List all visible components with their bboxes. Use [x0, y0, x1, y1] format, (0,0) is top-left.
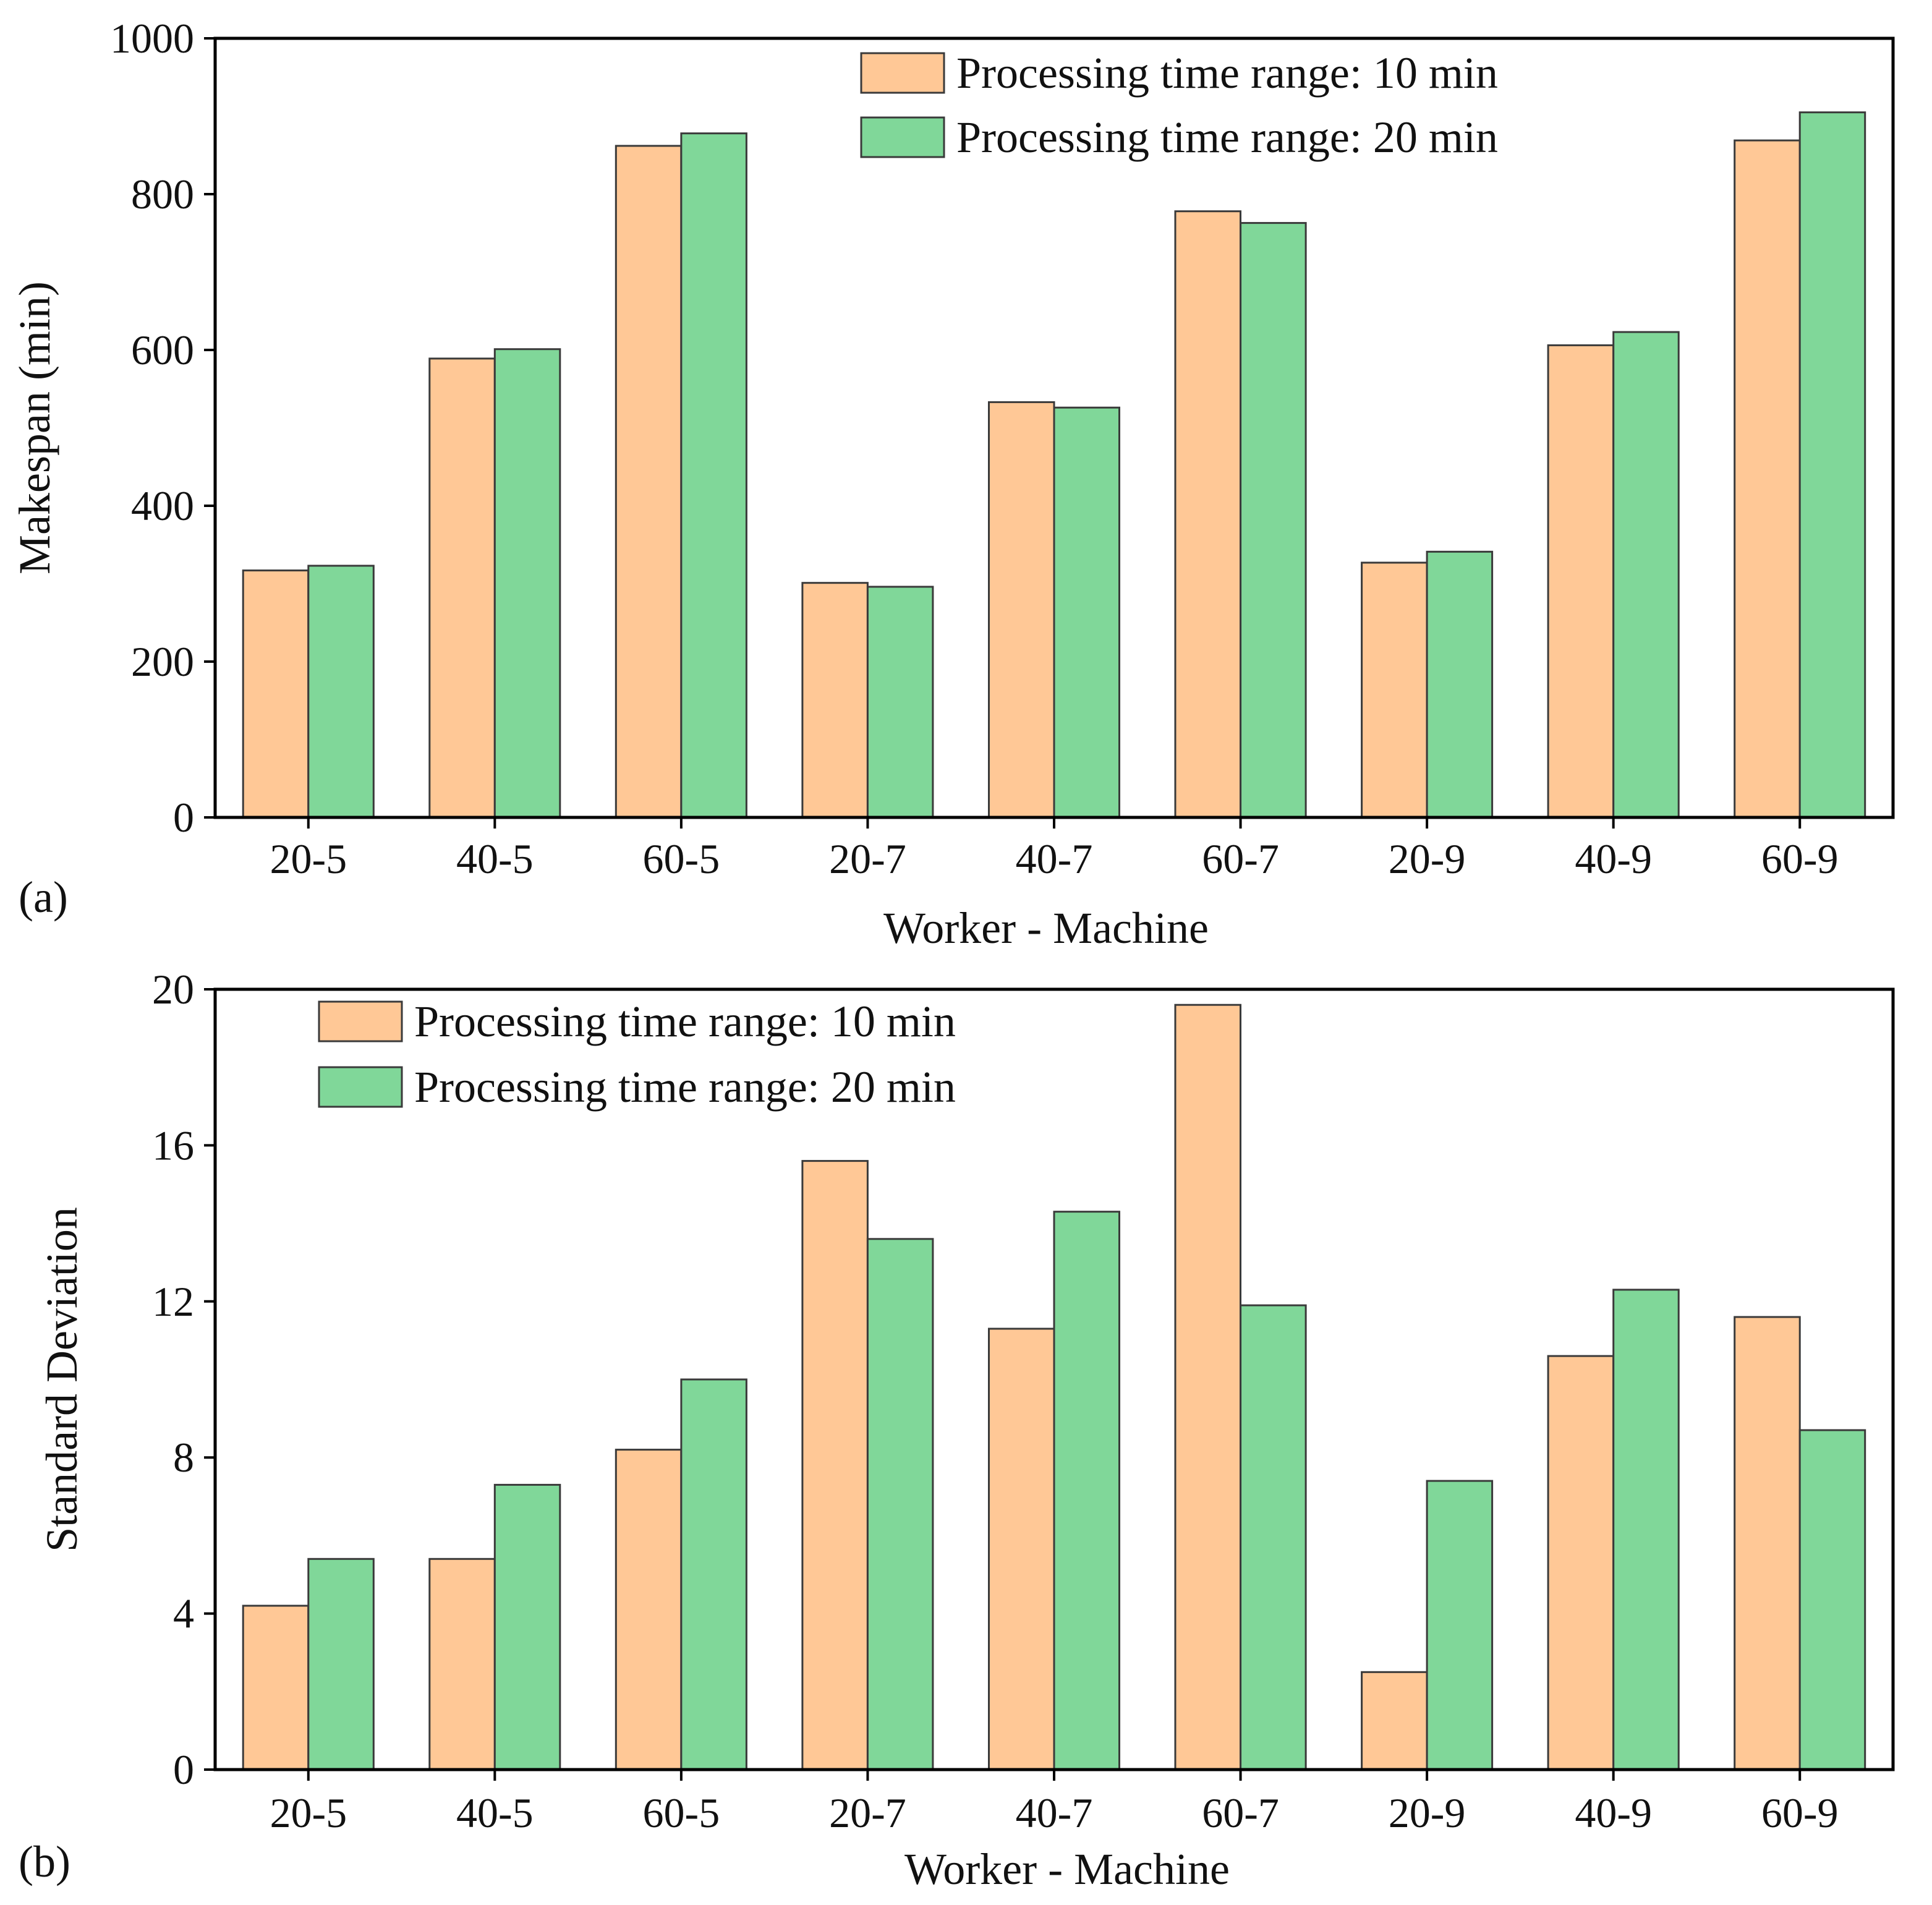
y-tick-label: 16	[152, 1122, 194, 1169]
bar-20min-20-9	[1426, 550, 1494, 819]
x-tick-label: 40-9	[1575, 1789, 1652, 1836]
panel-label: (a)	[19, 872, 68, 922]
plot-frame	[213, 36, 1895, 819]
bar-20min-60-5	[680, 132, 747, 819]
x-tick-label: 40-9	[1575, 835, 1652, 882]
bar-10min-60-7	[1174, 210, 1241, 819]
x-tick-label: 60-5	[643, 1789, 720, 1836]
y-tick-label: 0	[173, 1746, 194, 1793]
legend-swatch-20min	[318, 1066, 403, 1108]
bar-20min-20-9	[1426, 1480, 1494, 1771]
bar-20min-20-5	[307, 565, 375, 819]
bar-10min-60-9	[1734, 1316, 1801, 1771]
bar-10min-60-5	[615, 145, 683, 819]
y-tick-label: 20	[152, 966, 194, 1013]
standard-deviation-chart: 20-5 40-5 60-5 20-7 40-7 60-7 20-9 40-9 60-9 0 4 8 1…	[19, 966, 1895, 1894]
x-tick-label: 40-7	[1016, 1789, 1093, 1836]
bar-20min-40-9	[1612, 1289, 1680, 1771]
legend: Processing time range: 10 min Processing …	[318, 997, 956, 1112]
bar-10min-20-7	[801, 1160, 869, 1771]
bar-10min-20-5	[242, 569, 310, 819]
legend-label-20min: Processing time range: 20 min	[956, 113, 1498, 162]
x-tick-label: 40-5	[456, 835, 534, 882]
bar-20min-60-9	[1798, 1429, 1866, 1771]
x-axis-title: Worker - Machine	[904, 1844, 1230, 1894]
bar-20min-20-5	[307, 1558, 375, 1771]
legend: Processing time range: 10 min Processing …	[860, 48, 1498, 162]
bar-20min-40-5	[493, 348, 561, 819]
bar-20min-20-7	[866, 586, 934, 819]
panel-label: (b)	[19, 1837, 70, 1886]
bar-20min-60-9	[1798, 111, 1866, 819]
bar-10min-40-7	[988, 1328, 1055, 1771]
bar-10min-40-9	[1547, 344, 1615, 819]
x-tick-label: 60-9	[1761, 835, 1839, 882]
legend-label-10min: Processing time range: 10 min	[956, 48, 1498, 98]
y-tick-label: 800	[131, 171, 194, 218]
bar-10min-20-7	[801, 582, 869, 819]
makespan-chart: 20-5 40-5 60-5 20-7 40-7 60-7 20-9 40-9 60-9 0 200…	[10, 15, 1895, 953]
legend-swatch-20min	[860, 116, 945, 158]
bar-20min-60-7	[1240, 1304, 1307, 1771]
bar-10min-60-9	[1734, 139, 1801, 819]
plot-frame	[213, 987, 1895, 1771]
y-tick-label: 200	[131, 638, 194, 685]
y-axis-title: Standard Deviation	[37, 1207, 87, 1552]
legend-swatch-10min	[318, 1000, 403, 1042]
x-tick-label: 20-7	[829, 835, 906, 882]
bar-20min-40-7	[1053, 406, 1120, 819]
x-tick-label: 20-5	[270, 1789, 347, 1836]
x-tick-label: 20-9	[1389, 835, 1466, 882]
x-tick-label: 40-7	[1016, 835, 1093, 882]
bar-20min-60-7	[1240, 222, 1307, 819]
y-tick-label: 0	[173, 794, 194, 841]
y-tick-label: 4	[173, 1590, 194, 1637]
legend-label-20min: Processing time range: 20 min	[414, 1062, 956, 1112]
x-tick-label: 40-5	[456, 1789, 534, 1836]
bar-20min-40-7	[1053, 1211, 1120, 1771]
x-tick-label: 60-7	[1202, 835, 1279, 882]
bar-20min-20-7	[866, 1238, 934, 1771]
y-tick-label: 12	[152, 1278, 194, 1325]
bar-20min-40-9	[1612, 331, 1680, 819]
bar-10min-20-9	[1361, 1671, 1428, 1771]
x-tick-label: 20-7	[829, 1789, 906, 1836]
x-tick-label: 60-5	[643, 835, 720, 882]
y-axis-title: Makespan (min)	[10, 281, 59, 574]
x-tick-label: 60-7	[1202, 1789, 1279, 1836]
x-tick-label: 20-5	[270, 835, 347, 882]
legend-swatch-10min	[860, 52, 945, 94]
x-tick-label: 20-9	[1389, 1789, 1466, 1836]
legend-label-10min: Processing time range: 10 min	[414, 997, 956, 1046]
y-tick-label: 400	[131, 482, 194, 529]
bar-20min-40-5	[493, 1483, 561, 1771]
bar-10min-40-5	[428, 1558, 496, 1771]
x-tick-label: 60-9	[1761, 1789, 1839, 1836]
bar-10min-60-5	[615, 1449, 683, 1771]
bar-10min-40-7	[988, 401, 1055, 819]
x-axis-title: Worker - Machine	[883, 903, 1209, 953]
bar-20min-60-5	[680, 1378, 747, 1771]
bar-10min-40-5	[428, 357, 496, 819]
bar-10min-40-9	[1547, 1355, 1615, 1771]
bar-10min-20-5	[242, 1605, 310, 1771]
bar-10min-60-7	[1174, 1004, 1241, 1771]
y-tick-label: 8	[173, 1434, 194, 1481]
y-tick-label: 1000	[110, 15, 194, 62]
bar-10min-20-9	[1361, 561, 1428, 819]
y-tick-label: 600	[131, 326, 194, 373]
